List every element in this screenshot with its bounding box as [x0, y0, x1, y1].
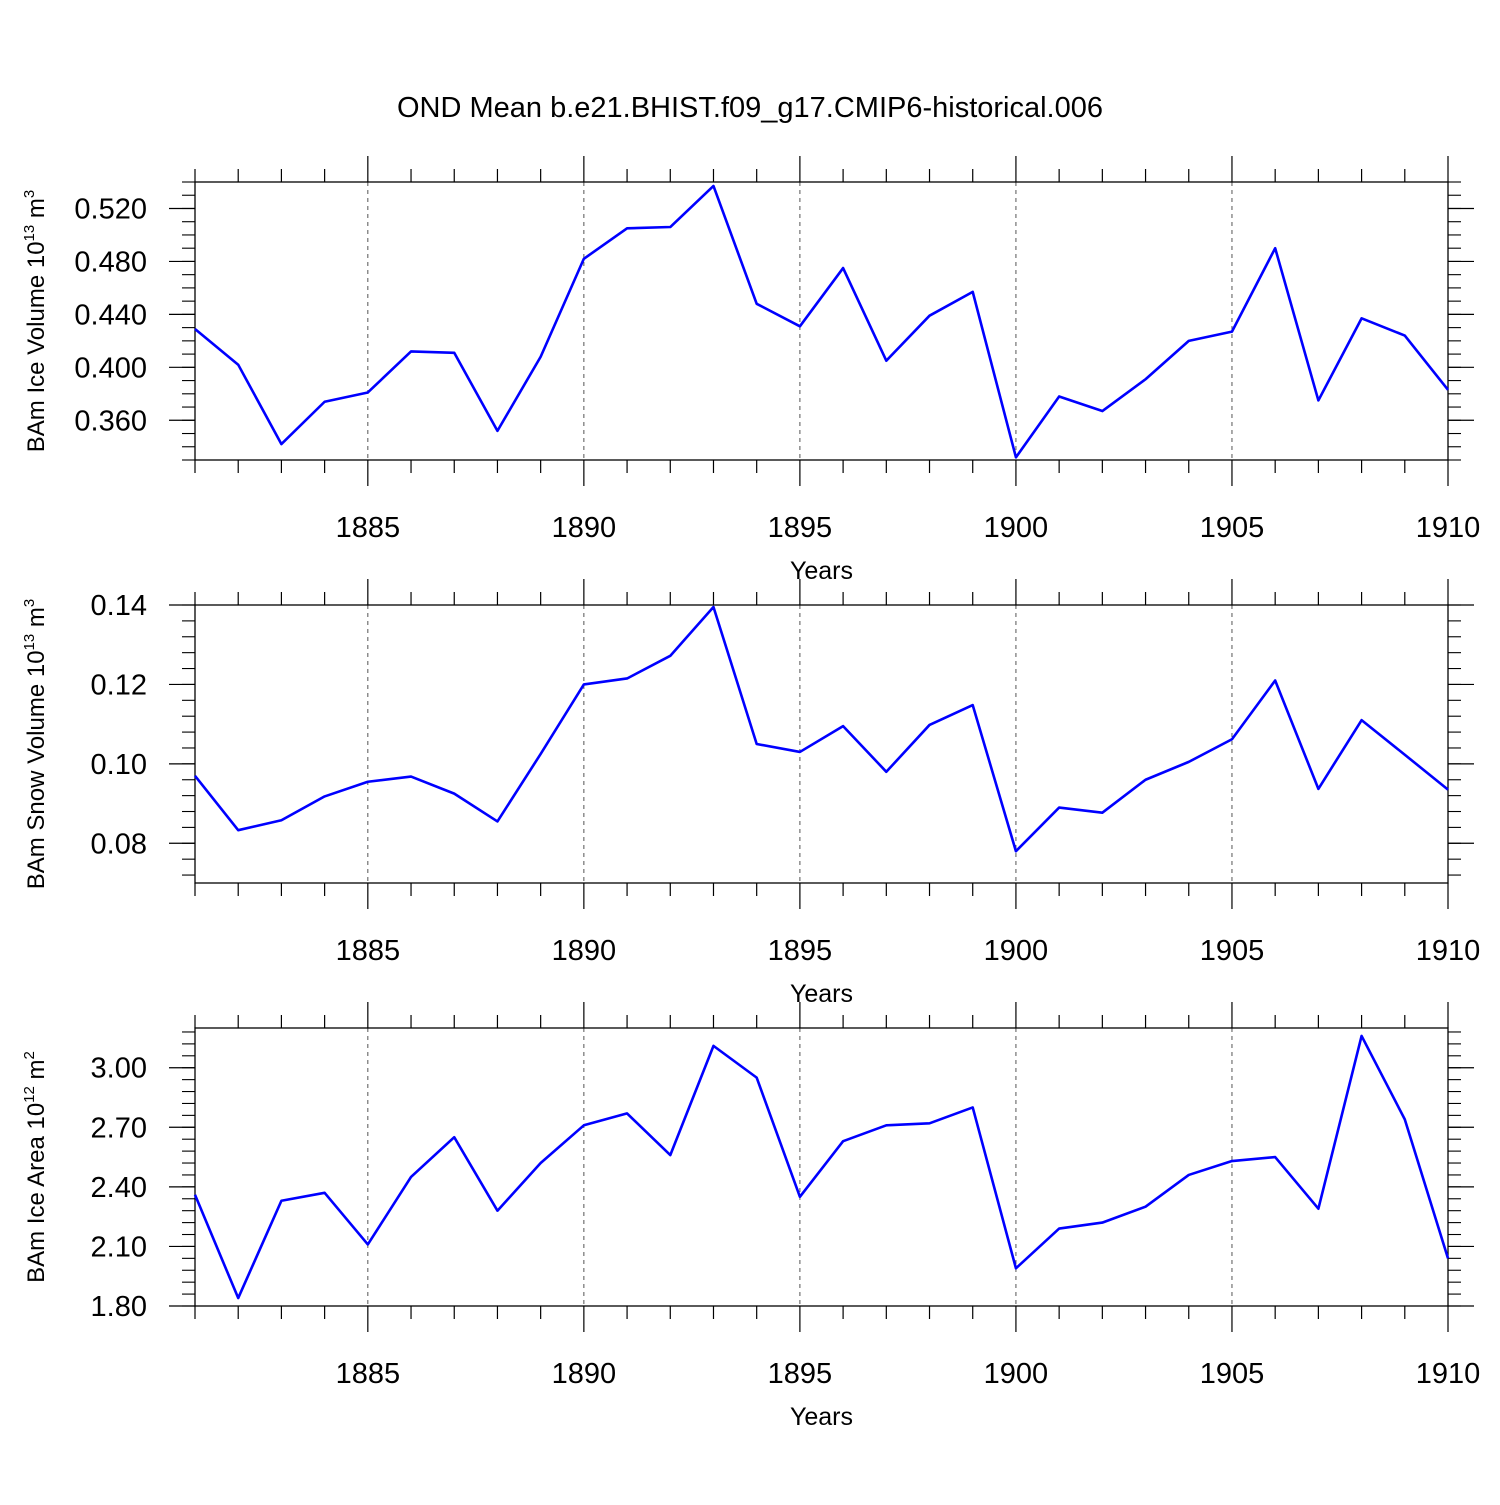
- plot-frame: [195, 182, 1448, 460]
- chart-panel-1: 1885 1890 1895 1900 1905 1910 0.360 0.400 0.440 0…: [21, 156, 1480, 585]
- y-tick-label: 0.360: [74, 405, 147, 437]
- y-tick-label: 3.00: [91, 1053, 147, 1085]
- y-axis-label: BAm Ice Volume 1013 m3: [21, 190, 50, 452]
- x-axis-label: Years: [790, 1403, 853, 1431]
- y-axis-label: BAm Ice Area 1012 m2: [21, 1051, 50, 1283]
- y-tick-label: 0.440: [74, 299, 147, 331]
- y-tick-label: 0.08: [91, 828, 147, 860]
- chart-panel-3: 1885 1890 1895 1900 1905 1910 1.80 2.10 2.40 2.70…: [21, 1002, 1480, 1431]
- plot-frame: [195, 605, 1448, 883]
- x-tick-label: 1895: [768, 1358, 833, 1390]
- y-tick-label: 2.10: [91, 1231, 147, 1263]
- series-line: [195, 1036, 1448, 1298]
- x-tick-label: 1890: [552, 1358, 617, 1390]
- x-tick-label: 1905: [1200, 1358, 1265, 1390]
- x-tick-label: 1910: [1416, 935, 1481, 967]
- y-axis-label: BAm Snow Volume 1013 m3: [21, 599, 50, 890]
- x-tick-label: 1890: [552, 512, 617, 544]
- y-tick-label: 0.14: [91, 590, 147, 622]
- x-tick-label: 1900: [984, 935, 1049, 967]
- x-tick-label: 1895: [768, 935, 833, 967]
- x-tick-label: 1895: [768, 512, 833, 544]
- x-tick-label: 1885: [336, 935, 401, 967]
- x-tick-label: 1910: [1416, 1358, 1481, 1390]
- y-tick-label: 2.40: [91, 1172, 147, 1204]
- x-tick-label: 1910: [1416, 512, 1481, 544]
- x-tick-label: 1890: [552, 935, 617, 967]
- series-line: [195, 607, 1448, 851]
- x-tick-label: 1900: [984, 512, 1049, 544]
- x-tick-label: 1900: [984, 1358, 1049, 1390]
- y-tick-label: 0.480: [74, 246, 147, 278]
- y-tick-label: 0.12: [91, 669, 147, 701]
- y-tick-label: 0.520: [74, 193, 147, 225]
- figure-title: OND Mean b.e21.BHIST.f09_g17.CMIP6-histo…: [0, 92, 1500, 125]
- x-tick-label: 1905: [1200, 512, 1265, 544]
- x-tick-label: 1905: [1200, 935, 1265, 967]
- x-tick-label: 1885: [336, 1358, 401, 1390]
- series-line: [195, 186, 1448, 457]
- chart-panel-2: 1885 1890 1895 1900 1905 1910 0.08 0.10 0.12 0.14…: [21, 579, 1480, 1008]
- y-tick-label: 2.70: [91, 1112, 147, 1144]
- y-tick-label: 0.10: [91, 749, 147, 781]
- y-tick-label: 0.400: [74, 352, 147, 384]
- x-tick-label: 1885: [336, 512, 401, 544]
- y-tick-label: 1.80: [91, 1291, 147, 1323]
